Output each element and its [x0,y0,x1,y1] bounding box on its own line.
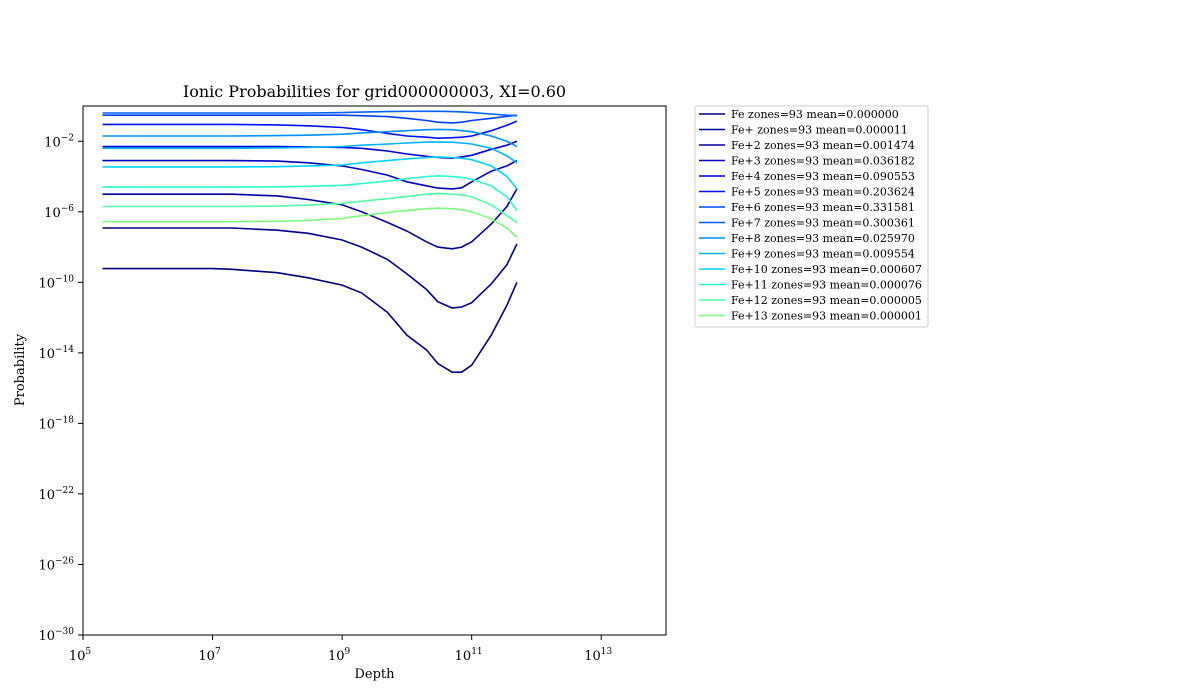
legend-label-4: Fe+4 zones=93 mean=0.090553 [731,170,915,183]
y-tick-label-4: 10−18 [38,415,74,432]
y-tick-label-7-exp: −30 [55,627,74,637]
legend-label-7: Fe+7 zones=93 mean=0.300361 [731,217,915,230]
y-tick-label-3: 10−14 [38,345,74,362]
legend-label-13: Fe+13 zones=93 mean=0.000001 [731,310,922,323]
series-line-8 [102,128,518,148]
series-line-6 [102,114,517,124]
legend-label-3: Fe+3 zones=93 mean=0.036182 [731,155,915,168]
legend-label-10: Fe+10 zones=93 mean=0.000607 [731,263,922,276]
x-tick-label-2-exp: 9 [345,647,351,657]
x-axis: 105 107 109 1011 1013 [69,635,612,664]
y-tick-label-5-exp: −22 [55,486,74,496]
x-tick-label-0-exp: 5 [85,647,91,657]
legend-label-9: Fe+9 zones=93 mean=0.009554 [731,248,915,261]
series-line-9 [102,141,518,164]
legend-label-8: Fe+8 zones=93 mean=0.025970 [731,232,915,245]
series-line-7 [102,110,517,117]
series-line-11 [102,174,518,211]
x-tick-label-1-base: 10 [198,649,215,664]
y-axis-label: Probability [13,333,28,406]
x-tick-label-1: 107 [198,647,221,664]
x-tick-label-4-exp: 13 [601,647,613,657]
legend-label-11: Fe+11 zones=93 mean=0.000076 [731,279,922,292]
y-tick-label-5-base: 10 [38,488,55,503]
y-tick-label-1-exp: −6 [61,204,75,214]
x-tick-label-0-base: 10 [69,649,86,664]
x-tick-label-4-base: 10 [584,649,601,664]
chart-title: Ionic Probabilities for grid000000003, X… [183,82,566,101]
series-line-1 [102,227,518,309]
y-tick-label-0-exp: −2 [61,133,74,143]
series-line-5 [102,120,518,140]
legend-label-2: Fe+2 zones=93 mean=0.001474 [731,139,915,152]
plot-lines [102,110,518,373]
y-tick-label-6: 10−26 [38,556,74,573]
legend-box [694,105,929,328]
x-axis-label: Depth [354,667,395,682]
legend-label-6: Fe+6 zones=93 mean=0.331581 [731,201,915,214]
series-line-12 [102,192,518,224]
x-tick-label-2: 109 [328,647,351,664]
legend: Fe zones=93 mean=0.000000 Fe+ zones=93 me… [694,105,929,328]
y-tick-label-0-base: 10 [44,135,61,150]
x-tick-label-3-exp: 11 [471,647,482,657]
y-tick-label-7: 10−30 [38,627,74,644]
y-tick-label-1-base: 10 [44,206,61,221]
series-line-10 [102,156,518,190]
y-tick-label-2-base: 10 [38,276,55,291]
x-tick-label-3: 1011 [455,647,483,664]
series-line-0 [102,267,518,373]
y-tick-label-2: 10−10 [38,274,74,291]
series-line-2 [102,188,518,250]
plot-area [82,105,667,636]
x-tick-label-0: 105 [69,647,92,664]
y-tick-label-6-exp: −26 [55,556,74,566]
y-tick-label-3-exp: −14 [55,345,74,355]
x-tick-label-4: 1013 [584,647,612,664]
y-tick-label-3-base: 10 [38,347,55,362]
legend-label-0: Fe zones=93 mean=0.000000 [731,108,899,121]
legend-label-5: Fe+5 zones=93 mean=0.203624 [731,186,915,199]
series-line-13 [102,207,518,239]
y-tick-label-4-base: 10 [38,417,55,432]
x-tick-label-1-exp: 7 [215,647,221,657]
series-line-4 [102,140,518,160]
y-tick-label-5: 10−22 [38,486,74,503]
legend-label-12: Fe+12 zones=93 mean=0.000005 [731,294,922,307]
legend-label-1: Fe+ zones=93 mean=0.000011 [731,124,908,137]
y-tick-label-1: 10−6 [44,204,74,221]
y-tick-label-2-exp: −10 [55,274,74,284]
y-tick-label-0: 10−2 [44,133,74,150]
y-tick-label-4-exp: −18 [55,415,74,425]
x-tick-label-3-base: 10 [455,649,472,664]
x-tick-label-2-base: 10 [328,649,345,664]
y-tick-label-6-base: 10 [38,558,55,573]
y-tick-label-7-base: 10 [38,629,55,644]
